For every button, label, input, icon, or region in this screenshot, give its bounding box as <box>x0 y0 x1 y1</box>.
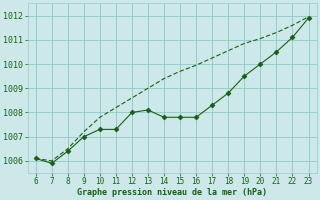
X-axis label: Graphe pression niveau de la mer (hPa): Graphe pression niveau de la mer (hPa) <box>77 188 267 197</box>
